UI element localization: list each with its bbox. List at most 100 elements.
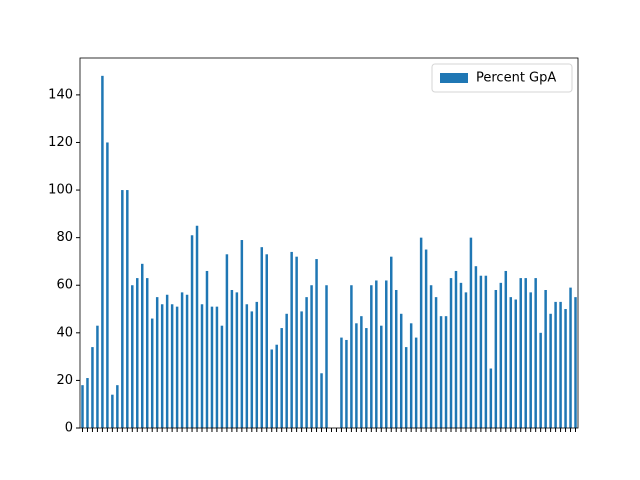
bar <box>195 225 199 428</box>
bar <box>81 385 84 428</box>
bar <box>464 292 468 428</box>
bar <box>220 325 224 428</box>
bar <box>524 278 527 428</box>
bar <box>459 282 463 428</box>
legend-swatch <box>440 73 468 83</box>
axes-frame <box>79 57 579 429</box>
bar <box>180 292 184 428</box>
bar <box>424 249 428 428</box>
y-tick-label: 120 <box>48 135 73 150</box>
bar <box>116 385 119 428</box>
bar <box>494 289 498 428</box>
y-tick-label: 40 <box>56 325 73 340</box>
bar <box>170 304 174 428</box>
bar <box>210 306 214 428</box>
bar <box>519 278 522 428</box>
bar <box>434 297 438 428</box>
bar <box>315 259 318 428</box>
bar <box>355 323 358 428</box>
bar <box>449 278 453 428</box>
bar <box>534 278 537 428</box>
bar <box>150 318 154 428</box>
bar <box>265 254 268 428</box>
bar <box>185 294 189 428</box>
bar <box>250 311 254 428</box>
bar <box>126 190 129 428</box>
bar <box>215 306 219 428</box>
bar <box>111 394 114 428</box>
bar <box>136 278 139 428</box>
bar <box>380 325 383 428</box>
bar <box>559 301 562 428</box>
bar <box>569 287 572 428</box>
bar <box>300 311 303 428</box>
bar <box>489 368 493 428</box>
bar <box>365 328 368 428</box>
y-tick-label: 100 <box>48 183 73 198</box>
bar <box>504 270 508 428</box>
bar <box>310 285 313 428</box>
bar <box>409 323 413 428</box>
bar <box>469 237 473 428</box>
bar <box>255 301 259 428</box>
bar <box>165 294 169 428</box>
bar <box>305 297 308 428</box>
bar <box>574 297 577 428</box>
bar <box>529 292 532 428</box>
bar <box>419 237 423 428</box>
bar <box>155 297 159 428</box>
bar <box>394 289 398 428</box>
bar <box>390 256 393 428</box>
bar <box>370 285 373 428</box>
bar <box>404 347 408 428</box>
bar <box>106 142 109 428</box>
bar <box>429 285 433 428</box>
bar <box>190 235 194 428</box>
bar <box>474 266 478 428</box>
bar <box>454 270 458 428</box>
bar <box>320 373 323 428</box>
bar <box>325 285 328 428</box>
bar <box>240 240 244 428</box>
bar <box>235 292 239 428</box>
bar <box>509 297 513 428</box>
bar <box>91 347 94 428</box>
bar <box>479 275 483 428</box>
bar <box>549 313 552 428</box>
bar <box>96 325 99 428</box>
bar <box>564 309 567 428</box>
bar <box>270 349 273 428</box>
bar <box>275 344 278 428</box>
bar <box>484 275 488 428</box>
bar <box>385 280 388 428</box>
bar <box>414 337 418 428</box>
bar <box>444 316 448 428</box>
bar <box>230 289 234 428</box>
bar <box>131 285 134 428</box>
bar <box>245 304 249 428</box>
bar <box>260 247 264 428</box>
bar <box>205 270 209 428</box>
bar <box>514 299 517 428</box>
bar <box>121 190 124 428</box>
bar <box>175 306 179 428</box>
bar <box>101 75 104 429</box>
y-tick-label: 20 <box>56 373 73 388</box>
bar <box>539 332 542 428</box>
bar <box>160 304 164 428</box>
bar <box>225 254 229 428</box>
bar <box>340 337 343 428</box>
bar <box>350 285 353 428</box>
y-tick-label: 0 <box>65 421 73 436</box>
legend-label: Percent GpA <box>476 71 556 86</box>
bar <box>345 339 348 428</box>
bar <box>200 304 204 428</box>
bar <box>439 316 443 428</box>
bar <box>554 301 557 428</box>
y-tick-label: 140 <box>48 87 73 102</box>
bar <box>86 378 89 428</box>
bar <box>499 282 503 428</box>
bar <box>145 278 149 428</box>
bar <box>544 289 547 428</box>
